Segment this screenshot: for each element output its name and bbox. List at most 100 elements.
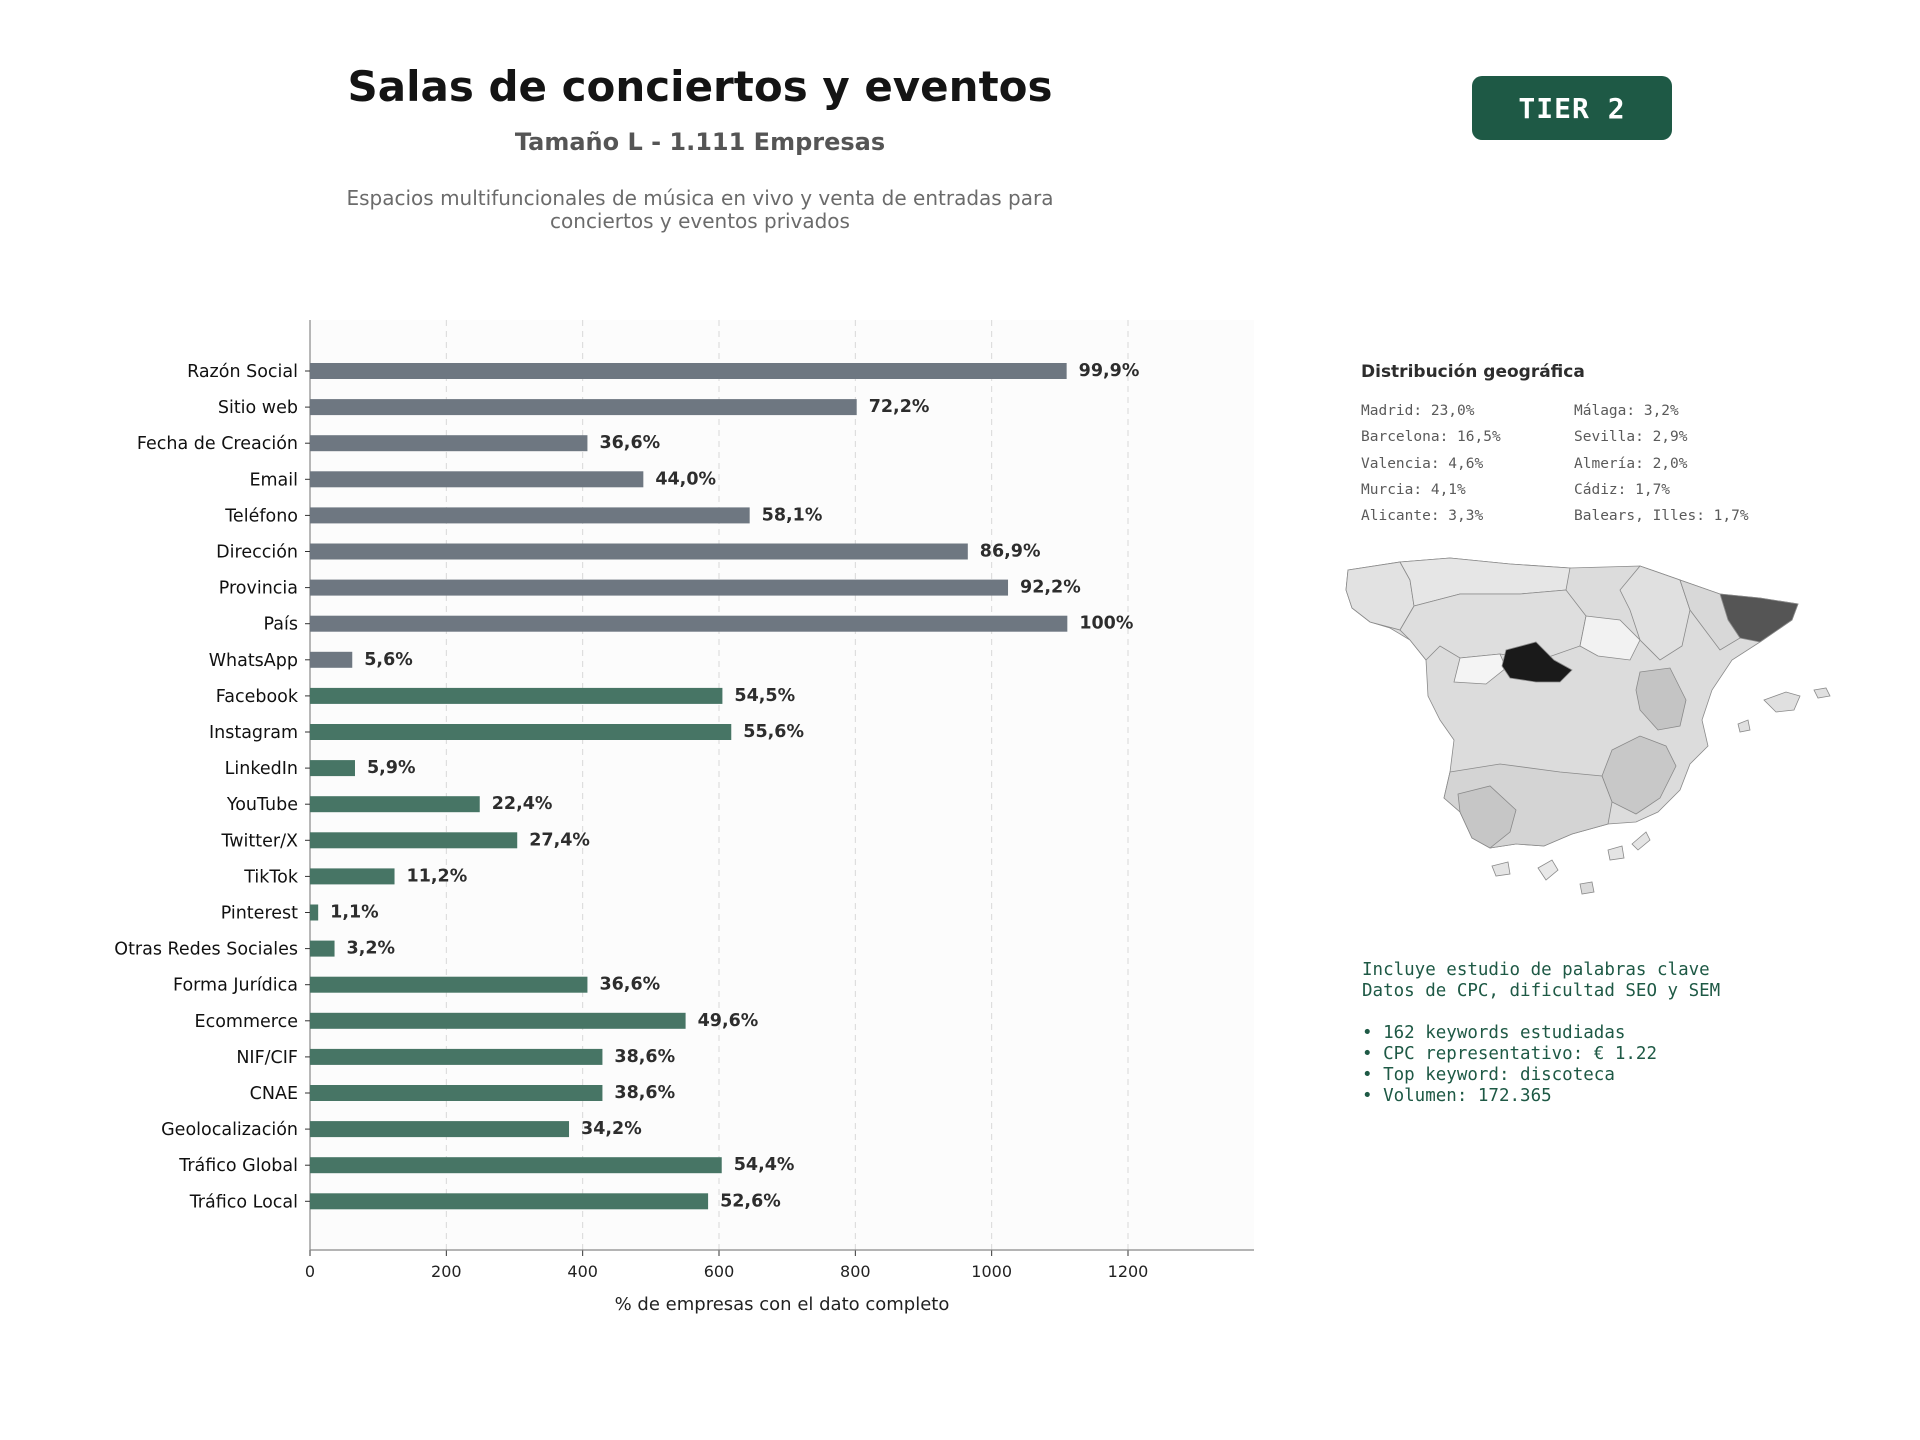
data-label: 100% <box>1079 614 1133 634</box>
category-label: Email <box>249 470 298 490</box>
x-tick-label: 800 <box>840 1262 871 1281</box>
keywords-line-1: Incluye estudio de palabras clave <box>1362 960 1710 980</box>
data-label: 27,4% <box>529 830 590 850</box>
geo-list-column-1: Madrid: 23,0% Barcelona: 16,5% Valencia:… <box>1361 398 1501 529</box>
description-line-1: Espacios multifuncionales de música en v… <box>346 186 1054 210</box>
bar <box>310 651 353 668</box>
category-label: Sitio web <box>218 398 298 418</box>
data-label: 99,9% <box>1079 361 1140 381</box>
geo-list-column-2: Málaga: 3,2% Sevilla: 2,9% Almería: 2,0%… <box>1574 398 1749 529</box>
data-label: 92,2% <box>1020 578 1081 598</box>
category-label: LinkedIn <box>225 759 298 779</box>
tier-badge: TIER 2 <box>1472 76 1672 140</box>
geo-item: Valencia: 4,6% <box>1361 455 1484 472</box>
keywords-info: Incluye estudio de palabras clave Datos … <box>1362 960 1720 1107</box>
x-tick-label: 1000 <box>971 1262 1012 1281</box>
category-label: Dirección <box>216 543 298 563</box>
data-label: 38,6% <box>614 1047 675 1067</box>
data-label: 52,6% <box>720 1191 781 1211</box>
geo-distribution-title: Distribución geográfica <box>1361 362 1585 382</box>
category-label: Fecha de Creación <box>137 434 298 454</box>
category-label: YouTube <box>226 795 298 815</box>
map-avila <box>1453 653 1507 685</box>
data-label: 44,0% <box>655 469 716 489</box>
bar <box>310 363 1067 379</box>
bar <box>310 615 1068 632</box>
map-canarias-4 <box>1607 845 1625 861</box>
category-label: Razón Social <box>187 362 298 382</box>
category-label: Instagram <box>209 723 298 743</box>
data-label: 22,4% <box>492 794 553 814</box>
data-label: 3,2% <box>347 939 396 959</box>
map-catalonia-rest <box>1679 579 1741 651</box>
map-baleares <box>1763 691 1801 713</box>
bar <box>310 760 355 777</box>
data-label: 38,6% <box>614 1083 675 1103</box>
keywords-bullet: • CPC representativo: € 1.22 <box>1362 1044 1658 1064</box>
x-tick-label: 0 <box>305 1262 315 1281</box>
data-label: 5,9% <box>367 758 416 778</box>
map-canarias-2 <box>1537 859 1559 881</box>
map-canarias-3 <box>1579 881 1595 895</box>
geo-item: Balears, Illes: 1,7% <box>1574 508 1749 525</box>
category-label: WhatsApp <box>209 651 298 671</box>
page-title: Salas de conciertos y eventos <box>347 62 1053 111</box>
bar <box>310 399 857 416</box>
description-line-2: conciertos y eventos privados <box>550 209 850 233</box>
x-tick-label: 200 <box>431 1262 462 1281</box>
bar <box>310 1048 603 1065</box>
data-label: 34,2% <box>581 1119 642 1139</box>
x-axis-label: % de empresas con el dato completo <box>615 1294 950 1315</box>
data-label: 72,2% <box>869 397 930 417</box>
map-malaga-cadiz <box>1457 785 1517 849</box>
keywords-line-2: Datos de CPC, dificultad SEO y SEM <box>1362 981 1721 1001</box>
category-label: Provincia <box>219 579 298 599</box>
category-label: Forma Jurídica <box>173 976 298 996</box>
category-label: Teléfono <box>224 506 298 526</box>
geo-item: Alicante: 3,3% <box>1361 508 1484 525</box>
keywords-bullet: • Top keyword: discoteca <box>1362 1065 1615 1085</box>
x-tick-label: 600 <box>704 1262 735 1281</box>
data-label: 49,6% <box>698 1011 759 1031</box>
category-label: Facebook <box>216 687 299 707</box>
bar <box>310 1193 709 1210</box>
data-label: 54,4% <box>734 1155 795 1175</box>
bar <box>310 724 732 740</box>
map-guadalajara <box>1579 615 1641 661</box>
spain-province-map <box>1345 557 1831 895</box>
page-subtitle: Tamaño L - 1.111 Empresas <box>514 128 886 156</box>
category-label: CNAE <box>250 1084 298 1104</box>
geo-item: Madrid: 23,0% <box>1361 403 1475 419</box>
category-label: Tráfico Global <box>178 1156 298 1176</box>
category-label: País <box>264 615 298 635</box>
category-label: Pinterest <box>221 904 298 924</box>
map-galicia <box>1345 561 1415 631</box>
data-label: 1,1% <box>330 903 379 923</box>
category-label: Otras Redes Sociales <box>114 940 298 960</box>
category-label: Geolocalización <box>161 1120 298 1140</box>
data-label: 58,1% <box>762 505 823 525</box>
map-ibiza <box>1737 719 1751 733</box>
page-description: Espacios multifuncionales de música en v… <box>300 187 1100 233</box>
data-label: 36,6% <box>599 975 660 995</box>
map-menorca <box>1813 687 1831 699</box>
category-label: NIF/CIF <box>236 1048 298 1068</box>
map-canarias-1 <box>1491 861 1511 877</box>
bar <box>310 832 518 849</box>
data-label: 86,9% <box>980 542 1041 562</box>
category-label: Tráfico Local <box>189 1192 298 1212</box>
x-tick-label: 400 <box>567 1262 598 1281</box>
bar <box>310 1157 722 1174</box>
bar <box>310 579 1009 596</box>
geo-item: Sevilla: 2,9% <box>1574 429 1688 446</box>
data-label: 55,6% <box>743 722 804 742</box>
geo-item: Málaga: 3,2% <box>1574 403 1679 419</box>
geo-item: Barcelona: 16,5% <box>1361 429 1501 446</box>
bar <box>310 940 335 957</box>
category-label: Ecommerce <box>195 1012 298 1032</box>
bar <box>310 1012 686 1029</box>
plot-area <box>310 320 1254 1250</box>
data-label: 54,5% <box>734 686 795 706</box>
keywords-bullet: • 162 keywords estudiadas <box>1362 1023 1626 1043</box>
category-label: TikTok <box>243 867 299 887</box>
